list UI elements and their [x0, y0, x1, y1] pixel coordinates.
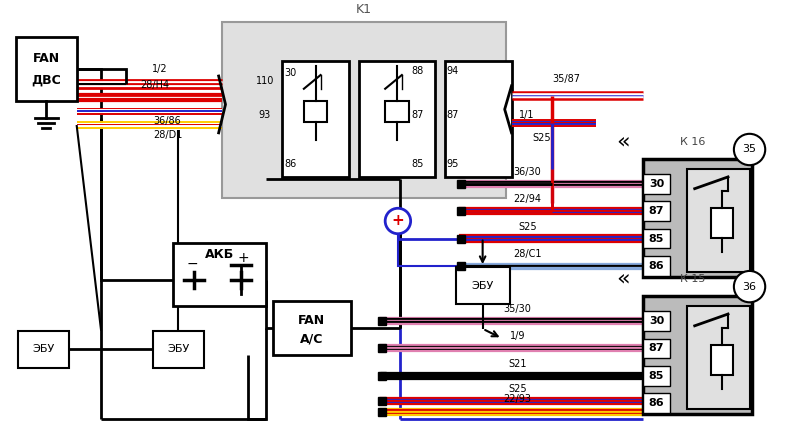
Bar: [643, 366, 671, 385]
Bar: [359, 61, 435, 177]
Text: 86: 86: [284, 159, 296, 169]
Text: +: +: [392, 213, 405, 229]
Bar: [687, 306, 749, 409]
Bar: [385, 101, 408, 122]
Text: 88: 88: [412, 66, 423, 76]
Bar: [711, 208, 733, 238]
Text: 1/1: 1/1: [519, 110, 535, 120]
Bar: [445, 61, 512, 177]
Text: 30: 30: [648, 179, 664, 189]
Text: +: +: [238, 251, 249, 265]
Bar: [711, 346, 733, 375]
Text: 86: 86: [648, 398, 664, 408]
Text: 85: 85: [412, 159, 423, 169]
Text: 22/93: 22/93: [504, 394, 531, 404]
Text: 110: 110: [256, 76, 274, 86]
Bar: [643, 229, 671, 248]
Text: S25: S25: [508, 384, 527, 394]
Bar: [456, 267, 509, 304]
Text: 93: 93: [259, 110, 271, 120]
Text: S25: S25: [518, 222, 537, 232]
Bar: [643, 201, 671, 221]
Bar: [643, 159, 752, 277]
Bar: [643, 339, 671, 358]
Bar: [687, 169, 749, 272]
Bar: [172, 242, 266, 306]
Text: К 16: К 16: [680, 137, 705, 146]
Text: 28/H4: 28/H4: [140, 80, 169, 90]
Circle shape: [385, 208, 411, 234]
Bar: [18, 331, 68, 368]
Text: 87: 87: [446, 110, 459, 120]
Text: 28/D1: 28/D1: [153, 130, 183, 140]
Text: 35/30: 35/30: [504, 304, 531, 314]
Text: 36/86: 36/86: [153, 116, 181, 126]
Text: K1: K1: [356, 3, 371, 16]
Text: АКБ: АКБ: [205, 248, 234, 261]
Text: 1/9: 1/9: [510, 331, 525, 341]
Text: ДВС: ДВС: [31, 73, 61, 86]
Text: 1/2: 1/2: [152, 64, 168, 74]
Text: 94: 94: [447, 66, 459, 76]
Text: 86: 86: [648, 261, 664, 271]
Text: 36/30: 36/30: [513, 167, 541, 177]
Bar: [643, 174, 671, 194]
Text: 87: 87: [648, 343, 664, 353]
Text: FAN: FAN: [33, 52, 60, 65]
Text: S21: S21: [508, 359, 527, 369]
Bar: [643, 296, 752, 414]
Text: S25: S25: [533, 133, 551, 143]
Text: 87: 87: [412, 110, 423, 120]
Text: 95: 95: [446, 159, 459, 169]
Text: ЭБУ: ЭБУ: [32, 344, 54, 354]
Text: 28/C1: 28/C1: [513, 249, 541, 259]
Text: «: «: [616, 132, 630, 152]
Bar: [643, 311, 671, 331]
Text: «: «: [616, 269, 630, 289]
Text: 30: 30: [284, 68, 296, 78]
Bar: [283, 61, 349, 177]
Bar: [16, 37, 76, 101]
Bar: [643, 394, 671, 413]
Bar: [222, 22, 506, 198]
Text: 36: 36: [743, 282, 756, 292]
Text: ЭБУ: ЭБУ: [168, 344, 190, 354]
Text: A/C: A/C: [300, 332, 323, 345]
Text: −: −: [187, 257, 198, 271]
Text: К 15: К 15: [680, 274, 705, 284]
Text: 85: 85: [648, 371, 664, 381]
Text: 22/94: 22/94: [513, 194, 541, 204]
Text: 35/87: 35/87: [552, 74, 580, 84]
Circle shape: [734, 134, 765, 165]
Bar: [643, 256, 671, 276]
Text: 35: 35: [743, 144, 756, 155]
Bar: [304, 101, 327, 122]
Text: 85: 85: [648, 234, 664, 244]
Text: 30: 30: [648, 316, 664, 326]
Bar: [153, 331, 204, 368]
Text: 87: 87: [648, 206, 664, 216]
Circle shape: [734, 271, 765, 302]
Text: FAN: FAN: [298, 314, 325, 327]
Bar: [272, 301, 351, 355]
Text: ЭБУ: ЭБУ: [471, 281, 493, 291]
